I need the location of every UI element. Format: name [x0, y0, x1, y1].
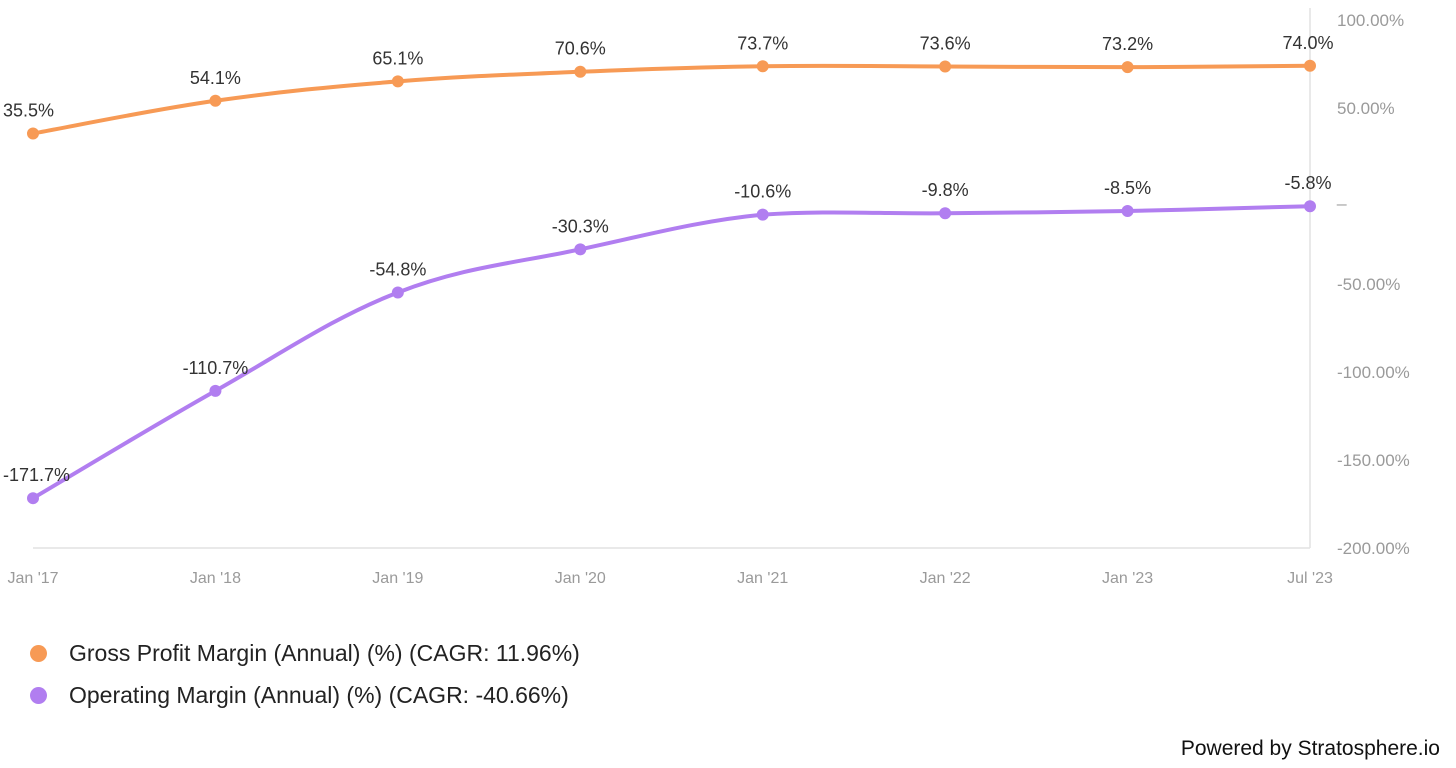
x-tick-label: Jan '18: [190, 570, 241, 587]
data-point[interactable]: [1304, 200, 1316, 213]
data-point[interactable]: [1121, 61, 1134, 74]
data-label: -9.8%: [922, 180, 969, 200]
legend-dot-icon: [30, 644, 47, 662]
x-tick-label: Jan '20: [555, 570, 606, 587]
data-label: -110.7%: [183, 358, 249, 378]
data-point[interactable]: [209, 94, 222, 107]
data-point[interactable]: [27, 127, 39, 140]
series-layer: 35.5% 54.1% 65.1% 70.6% 73.7% 73.6% 73.2% 74.0%…: [3, 33, 1334, 505]
x-tick-label: Jan '21: [737, 570, 788, 587]
powered-by-credit[interactable]: Powered by Stratosphere.io: [1180, 737, 1440, 760]
data-point[interactable]: [574, 243, 587, 256]
data-label: 70.6%: [555, 39, 606, 59]
data-point[interactable]: [756, 60, 769, 73]
y-tick-label: -200.00%: [1337, 539, 1410, 558]
legend-dot-icon: [30, 686, 47, 704]
y-axis-ticks: 100.00% 50.00% _ -50.00% -100.00% -150.00% -20…: [1336, 11, 1410, 558]
data-label: 73.7%: [737, 33, 788, 53]
data-label: -8.5%: [1104, 178, 1151, 198]
y-tick-label: 50.00%: [1337, 99, 1395, 118]
series-line: [31, 204, 1312, 501]
legend-label: Gross Profit Margin (Annual) (%) (CAGR: …: [69, 639, 580, 666]
margin-line-chart: 100.00% 50.00% _ -50.00% -100.00% -150.00% -20…: [3, 8, 1410, 587]
x-tick-label: Jan '23: [1102, 570, 1153, 587]
x-tick-label: Jan '17: [7, 570, 58, 587]
data-point[interactable]: [1121, 204, 1134, 217]
data-label: 54.1%: [190, 68, 241, 88]
series-operating-margin: -171.7% -110.7% -54.8% -30.3% -10.6% -9.8% -8.…: [3, 173, 1332, 505]
data-point[interactable]: [574, 65, 587, 78]
data-label: -171.7%: [3, 465, 70, 485]
data-label: 73.2%: [1102, 34, 1153, 54]
y-tick-label: _: [1336, 187, 1347, 206]
legend-item-gross-profit-margin[interactable]: Gross Profit Margin (Annual) (%) (CAGR: …: [30, 632, 580, 674]
legend: Gross Profit Margin (Annual) (%) (CAGR: …: [30, 632, 580, 716]
data-point[interactable]: [209, 384, 222, 397]
data-label: 65.1%: [372, 48, 423, 68]
y-tick-label: -50.00%: [1337, 275, 1400, 294]
data-point[interactable]: [939, 60, 952, 73]
y-tick-label: -100.00%: [1337, 363, 1410, 382]
data-label: 35.5%: [3, 101, 54, 121]
y-tick-label: 100.00%: [1337, 11, 1404, 30]
legend-label: Operating Margin (Annual) (%) (CAGR: -40…: [69, 681, 569, 708]
data-point[interactable]: [939, 207, 952, 220]
data-label: 74.0%: [1282, 33, 1333, 53]
data-label: -5.8%: [1284, 173, 1331, 193]
legend-item-operating-margin[interactable]: Operating Margin (Annual) (%) (CAGR: -40…: [30, 674, 580, 716]
series-gross-profit-margin: 35.5% 54.1% 65.1% 70.6% 73.7% 73.6% 73.2% 74.0%: [3, 33, 1334, 140]
data-point[interactable]: [1304, 59, 1316, 72]
x-tick-label: Jan '22: [920, 570, 971, 587]
data-point[interactable]: [27, 492, 39, 505]
x-tick-label: Jan '19: [372, 570, 423, 587]
data-label: -54.8%: [369, 259, 426, 279]
data-point[interactable]: [391, 286, 404, 299]
data-point[interactable]: [756, 208, 769, 221]
data-label: 73.6%: [920, 33, 971, 53]
data-label: -10.6%: [734, 182, 791, 202]
x-axis-ticks: Jan '17 Jan '18 Jan '19 Jan '20 Jan '21 Jan '…: [7, 570, 1333, 587]
x-tick-label: Jul '23: [1287, 570, 1333, 587]
series-line: [31, 63, 1312, 136]
data-point[interactable]: [391, 75, 404, 88]
data-label: -30.3%: [552, 216, 609, 236]
y-tick-label: -150.00%: [1337, 451, 1410, 470]
